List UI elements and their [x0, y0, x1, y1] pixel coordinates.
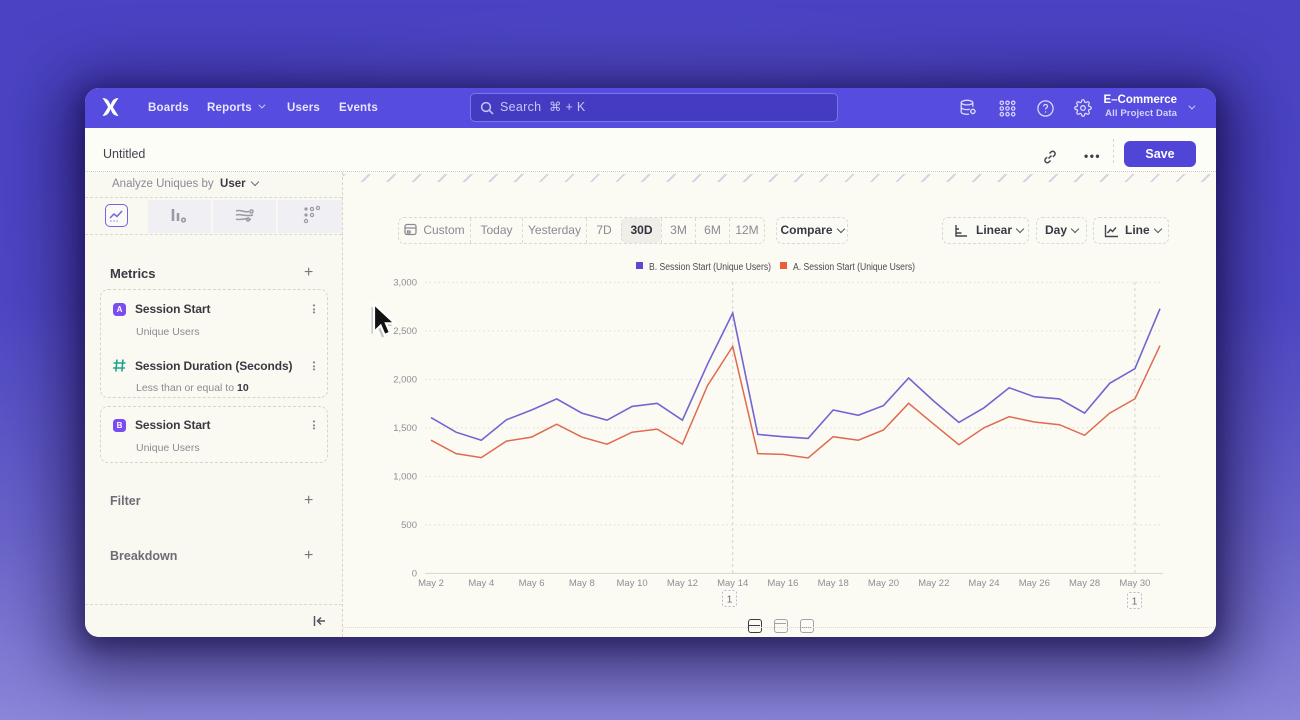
svg-text:500: 500 — [401, 520, 417, 531]
svg-text:May 24: May 24 — [968, 578, 999, 589]
svg-text:May 6: May 6 — [519, 578, 545, 589]
svg-text:May 26: May 26 — [1019, 578, 1050, 589]
svg-text:B. Session Start (Unique Users: B. Session Start (Unique Users) — [649, 262, 771, 273]
svg-text:May 30: May 30 — [1119, 578, 1150, 589]
svg-text:May 20: May 20 — [868, 578, 899, 589]
svg-text:May 28: May 28 — [1069, 578, 1100, 589]
svg-text:May 12: May 12 — [667, 578, 698, 589]
svg-text:1: 1 — [727, 595, 733, 606]
svg-text:May 16: May 16 — [767, 578, 798, 589]
svg-text:May 14: May 14 — [717, 578, 748, 589]
svg-text:May 4: May 4 — [468, 578, 494, 589]
svg-text:May 2: May 2 — [418, 578, 444, 589]
svg-text:2,500: 2,500 — [393, 326, 417, 337]
svg-text:1,500: 1,500 — [393, 423, 417, 434]
svg-text:3,000: 3,000 — [393, 277, 417, 288]
svg-text:A. Session Start (Unique Users: A. Session Start (Unique Users) — [793, 262, 915, 273]
svg-text:2,000: 2,000 — [393, 374, 417, 385]
svg-text:May 10: May 10 — [617, 578, 648, 589]
svg-text:May 22: May 22 — [918, 578, 949, 589]
svg-text:0: 0 — [412, 568, 417, 579]
svg-text:May 8: May 8 — [569, 578, 595, 589]
svg-text:1,000: 1,000 — [393, 471, 417, 482]
svg-text:May 18: May 18 — [818, 578, 849, 589]
svg-text:1: 1 — [1132, 597, 1138, 608]
